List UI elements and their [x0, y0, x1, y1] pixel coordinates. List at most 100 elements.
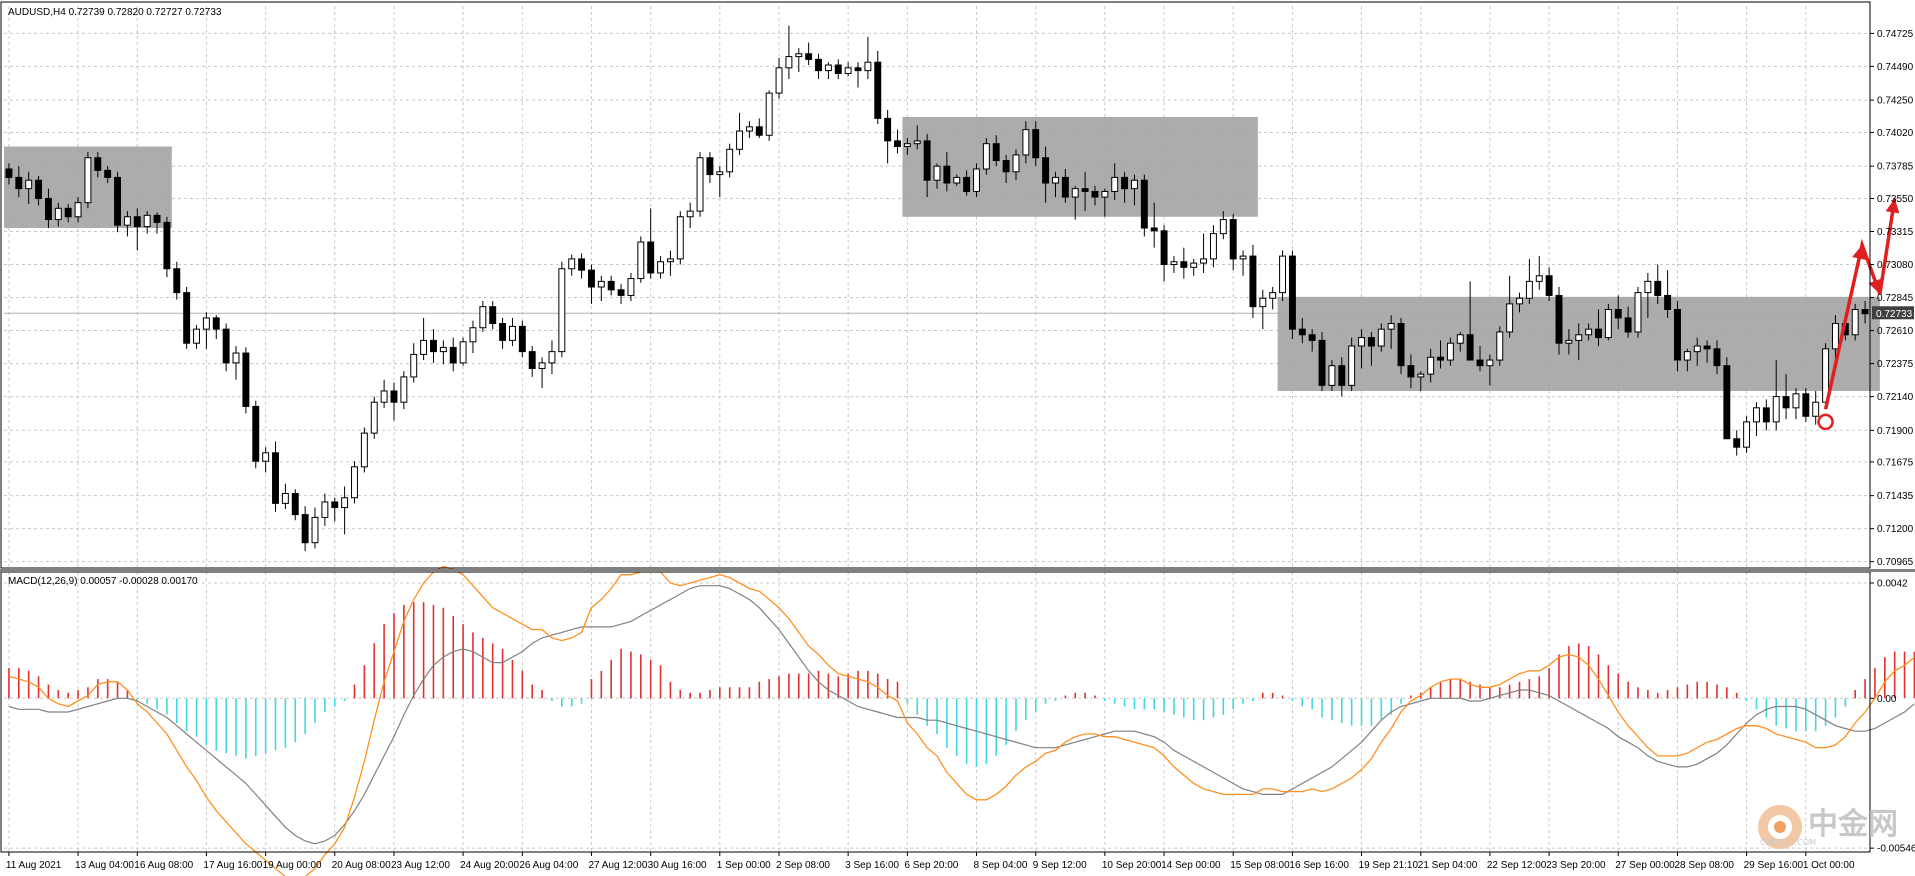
candle [301, 506, 309, 552]
time-tick-label: 11 Aug 2021 [6, 860, 62, 871]
candle [1071, 185, 1079, 220]
candle-body-bull [1358, 337, 1366, 347]
candle [1397, 317, 1405, 375]
candle-body-bull [1269, 292, 1277, 299]
candle-body-bear [1298, 328, 1306, 336]
candle [884, 109, 892, 164]
candle-body-bear [1367, 337, 1375, 347]
watermark-logo-dot [1774, 821, 1786, 833]
candle [1565, 329, 1573, 355]
candle-body-bull [479, 306, 487, 329]
candle [558, 261, 566, 358]
price-tick-label: 0.74250 [1877, 96, 1914, 107]
candle-body-bear [64, 207, 72, 218]
candle [1298, 317, 1306, 344]
candle [1772, 360, 1780, 431]
candle [311, 507, 319, 549]
candle [1466, 281, 1474, 361]
candle [1614, 295, 1622, 330]
candle [637, 236, 645, 283]
candle-body-bull [54, 207, 62, 221]
candle [666, 250, 674, 276]
candle [1387, 315, 1395, 349]
candle [163, 216, 171, 278]
candle [44, 188, 52, 228]
candle [1269, 287, 1277, 310]
candle-body-bull [1239, 255, 1247, 260]
candle-body-bull [1111, 176, 1119, 192]
candle-body-bear [1614, 308, 1622, 319]
candle [874, 50, 882, 125]
candle [1792, 388, 1800, 420]
candle [410, 343, 418, 383]
candle-body-bull [1052, 176, 1059, 184]
time-tick-label: 26 Aug 04:00 [519, 860, 578, 871]
candle-body-bear [854, 67, 862, 72]
candle [104, 166, 112, 184]
candle [114, 171, 122, 233]
candle [1190, 258, 1198, 276]
candle-body-bull [193, 328, 200, 344]
candle-body-bull [459, 341, 467, 364]
candle-body-bear [1042, 157, 1050, 184]
chart-title: AUDUSD,H4 0.72739 0.72820 0.72727 0.7273… [8, 7, 222, 18]
candle [528, 346, 536, 377]
macd-label: MACD(12,26,9) 0.00057 -0.00028 0.00170 [8, 576, 198, 587]
candle-body-bear [222, 328, 230, 364]
price-grid [4, 6, 1870, 568]
candle-body-bull [973, 168, 980, 192]
candle [1683, 348, 1691, 372]
candle-body-bear [499, 323, 507, 341]
watermark-text: 中金网 [1808, 807, 1898, 842]
candle-body-bear [755, 126, 763, 136]
candle-body-bear [1703, 345, 1711, 350]
time-tick-label: 13 Aug 04:00 [75, 860, 134, 871]
candle-body-bull [25, 179, 33, 190]
candle [992, 135, 1000, 167]
candle [518, 320, 526, 358]
candlesticks[interactable] [5, 25, 1869, 552]
candle [439, 340, 447, 365]
candle [627, 272, 635, 302]
candle-body-bear [1288, 255, 1296, 330]
candle [1762, 399, 1770, 431]
arrow-path [1823, 198, 1897, 410]
candle [508, 317, 516, 347]
candle [706, 152, 714, 184]
price-tick-label: 0.73550 [1877, 194, 1914, 205]
candle-body-bull [1525, 280, 1533, 299]
candle [74, 197, 82, 223]
candle [815, 53, 822, 80]
candle-body-bear [1061, 176, 1069, 198]
time-tick-label: 8 Sep 04:00 [973, 860, 1027, 871]
time-tick-label: 20 Aug 08:00 [332, 860, 391, 871]
price-tick-label: 0.74725 [1877, 29, 1914, 40]
macd-axis: 0.0042 0.00 -0.00546 [1870, 578, 1915, 855]
candle [726, 143, 734, 178]
candle [1535, 256, 1543, 290]
candle-body-bear [430, 339, 437, 353]
candle [785, 25, 793, 80]
candle-body-bull [1535, 275, 1543, 282]
time-tick-label: 1 Sep 00:00 [717, 860, 771, 871]
candle-body-bull [439, 346, 447, 353]
candle [252, 400, 260, 469]
candle [5, 163, 13, 185]
candle [15, 166, 23, 198]
candle-body-bear [1595, 328, 1602, 339]
candle-body-bull [765, 92, 773, 136]
candle-body-bull [1259, 297, 1267, 308]
candle-body-bull [775, 67, 783, 94]
candle [1525, 258, 1533, 304]
candle-body-bull [311, 516, 319, 544]
candle [232, 346, 240, 380]
candle-body-bull [400, 376, 408, 403]
candle-body-bull [321, 501, 329, 518]
candle [1703, 340, 1711, 363]
candle-body-bear [1545, 275, 1553, 296]
candle [647, 208, 655, 279]
candle [696, 152, 704, 217]
candle-body-bear [587, 269, 595, 288]
candle-body-bear [963, 176, 971, 192]
